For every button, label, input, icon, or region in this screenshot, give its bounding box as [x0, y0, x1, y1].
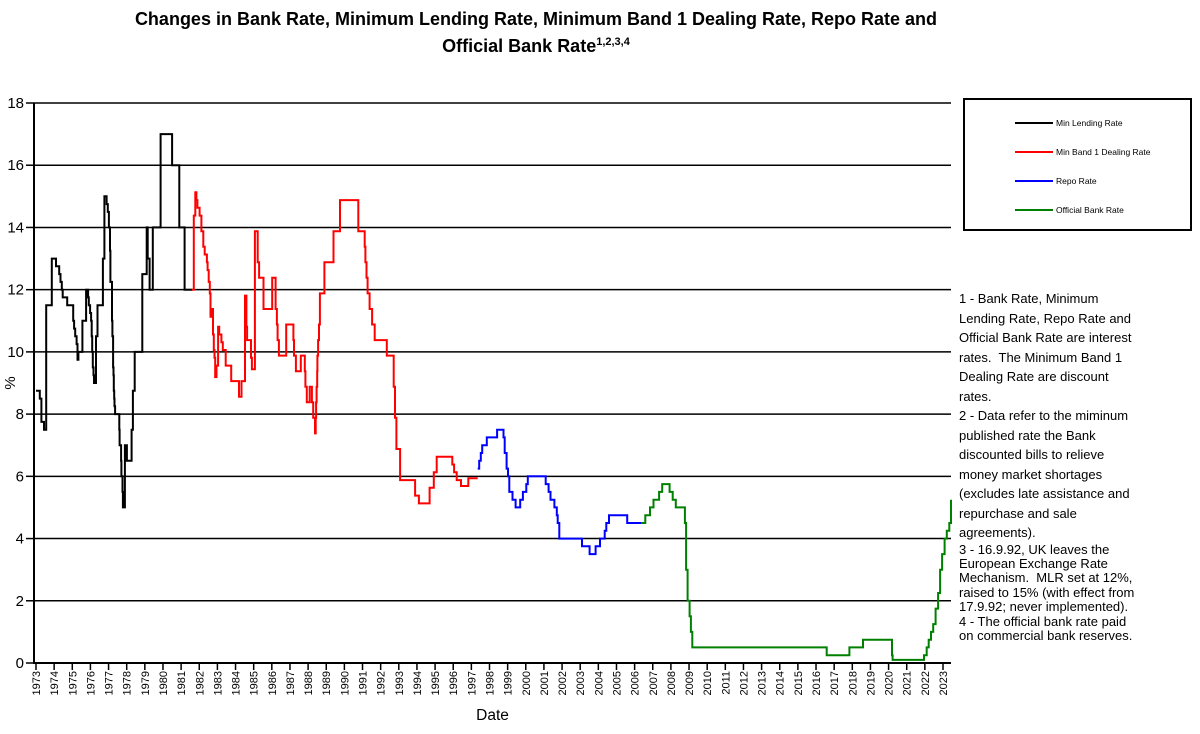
x-tick-label: 1982 [194, 671, 206, 695]
legend-line-swatch-blue [1015, 179, 1053, 182]
legend-line-swatch-red [1015, 150, 1053, 153]
x-tick-label: 2018 [847, 671, 859, 695]
y-axis-title: % [2, 376, 19, 389]
x-tick-label: 2001 [539, 671, 551, 695]
x-tick-label: 2004 [593, 671, 605, 695]
x-tick-label: 1987 [285, 671, 297, 695]
x-tick-label: 1975 [67, 671, 79, 695]
x-tick-label: 1976 [85, 671, 97, 695]
x-tick-label: 1988 [303, 671, 315, 695]
x-tick-label: 2015 [793, 671, 805, 695]
legend-label: Repo Rate [1056, 175, 1097, 186]
x-tick-label: 1995 [430, 671, 442, 695]
x-tick-label: 2000 [521, 671, 533, 695]
series-line-min-band-1-dealing-rate [192, 191, 478, 505]
y-tick-label: 2 [16, 593, 24, 610]
x-tick-label: 2016 [811, 671, 823, 695]
x-tick-label: 1994 [412, 671, 424, 695]
y-tick-label: 6 [16, 468, 24, 485]
x-tick-label: 2009 [684, 671, 696, 695]
x-tick-label: 2007 [648, 671, 660, 695]
x-tick-label: 1989 [321, 671, 333, 695]
y-tick-label: 0 [16, 655, 24, 672]
legend: Min Lending Rate Min Band 1 Dealing Rate… [963, 98, 1192, 231]
footnote-1: 1 - Bank Rate, Minimum Lending Rate, Rep… [959, 291, 1132, 404]
x-tick-label: 2022 [920, 671, 932, 695]
x-tick-label: 1999 [503, 671, 515, 695]
x-axis-title: Date [476, 707, 509, 724]
x-tick-label: 1998 [485, 671, 497, 695]
footnote-4: 4 - The official bank rate paid on comme… [959, 613, 1133, 643]
x-tick-label: 2020 [884, 671, 896, 695]
x-tick-label: 2003 [575, 671, 587, 695]
y-tick-label: 14 [7, 219, 24, 236]
x-tick-label: 1993 [394, 671, 406, 695]
x-tick-label: 2005 [611, 671, 623, 695]
x-tick-label: 2010 [702, 671, 714, 695]
title-footnote-markers: 1,2,3,4 [596, 36, 630, 48]
chart-title-line1: Changes in Bank Rate, Minimum Lending Ra… [134, 9, 938, 29]
chart-title: Changes in Bank Rate, Minimum Lending Ra… [40, 8, 1032, 58]
legend-line-swatch-green [1015, 208, 1053, 211]
legend-label: Official Bank Rate [1056, 204, 1124, 215]
x-tick-label: 1991 [358, 671, 370, 695]
x-tick-label: 1977 [104, 671, 116, 695]
x-tick-label: 2021 [902, 671, 914, 695]
chart-title-line2: Official Bank Rate1,2,3,4 [442, 36, 630, 56]
y-tick-label: 18 [7, 95, 24, 112]
x-tick-label: 2006 [630, 671, 642, 695]
y-tick-label: 4 [16, 531, 24, 548]
y-tick-label: 8 [16, 406, 24, 423]
x-tick-label: 1983 [212, 671, 224, 695]
legend-label: Min Lending Rate [1056, 117, 1123, 128]
x-tick-label: 2002 [557, 671, 569, 695]
legend-line-swatch-black [1015, 121, 1053, 124]
x-tick-label: 1978 [122, 671, 134, 695]
footnote-3: 3 - 16.9.92, UK leaves the European Exch… [959, 541, 1135, 615]
legend-item: Min Lending Rate [965, 108, 1190, 137]
y-tick-label: 10 [7, 344, 24, 361]
series-line-repo-rate [477, 428, 641, 556]
x-tick-label: 1974 [49, 671, 61, 695]
x-tick-label: 2013 [757, 671, 769, 695]
x-tick-label: 1973 [31, 671, 43, 695]
x-tick-label: 2017 [829, 671, 841, 695]
x-tick-label: 2023 [938, 671, 950, 695]
x-tick-label: 1990 [339, 671, 351, 695]
x-tick-label: 1981 [176, 671, 188, 695]
series-line-official-bank-rate [641, 483, 952, 661]
legend-label: Min Band 1 Dealing Rate [1056, 146, 1151, 157]
series-line-min-lending-rate [36, 133, 192, 509]
x-tick-label: 1996 [448, 671, 460, 695]
x-tick-label: 1985 [249, 671, 261, 695]
x-tick-label: 1980 [158, 671, 170, 695]
y-tick-label: 12 [7, 282, 24, 299]
legend-item: Min Band 1 Dealing Rate [965, 137, 1190, 166]
x-tick-label: 2012 [738, 671, 750, 695]
legend-item: Official Bank Rate [965, 195, 1190, 224]
footnote-2: 2 - Data refer to the miminum published … [959, 408, 1130, 540]
x-tick-label: 1984 [231, 671, 243, 695]
x-tick-label: 2011 [720, 671, 732, 695]
x-tick-label: 1986 [267, 671, 279, 695]
footnotes: 1 - Bank Rate, Minimum Lending Rate, Rep… [959, 289, 1200, 643]
x-tick-label: 2008 [666, 671, 678, 695]
y-tick-label: 16 [7, 157, 24, 174]
legend-item: Repo Rate [965, 166, 1190, 195]
x-tick-label: 2014 [775, 671, 787, 695]
x-tick-label: 1979 [140, 671, 152, 695]
x-tick-label: 1997 [466, 671, 478, 695]
x-tick-label: 1992 [376, 671, 388, 695]
x-tick-label: 2019 [865, 671, 877, 695]
